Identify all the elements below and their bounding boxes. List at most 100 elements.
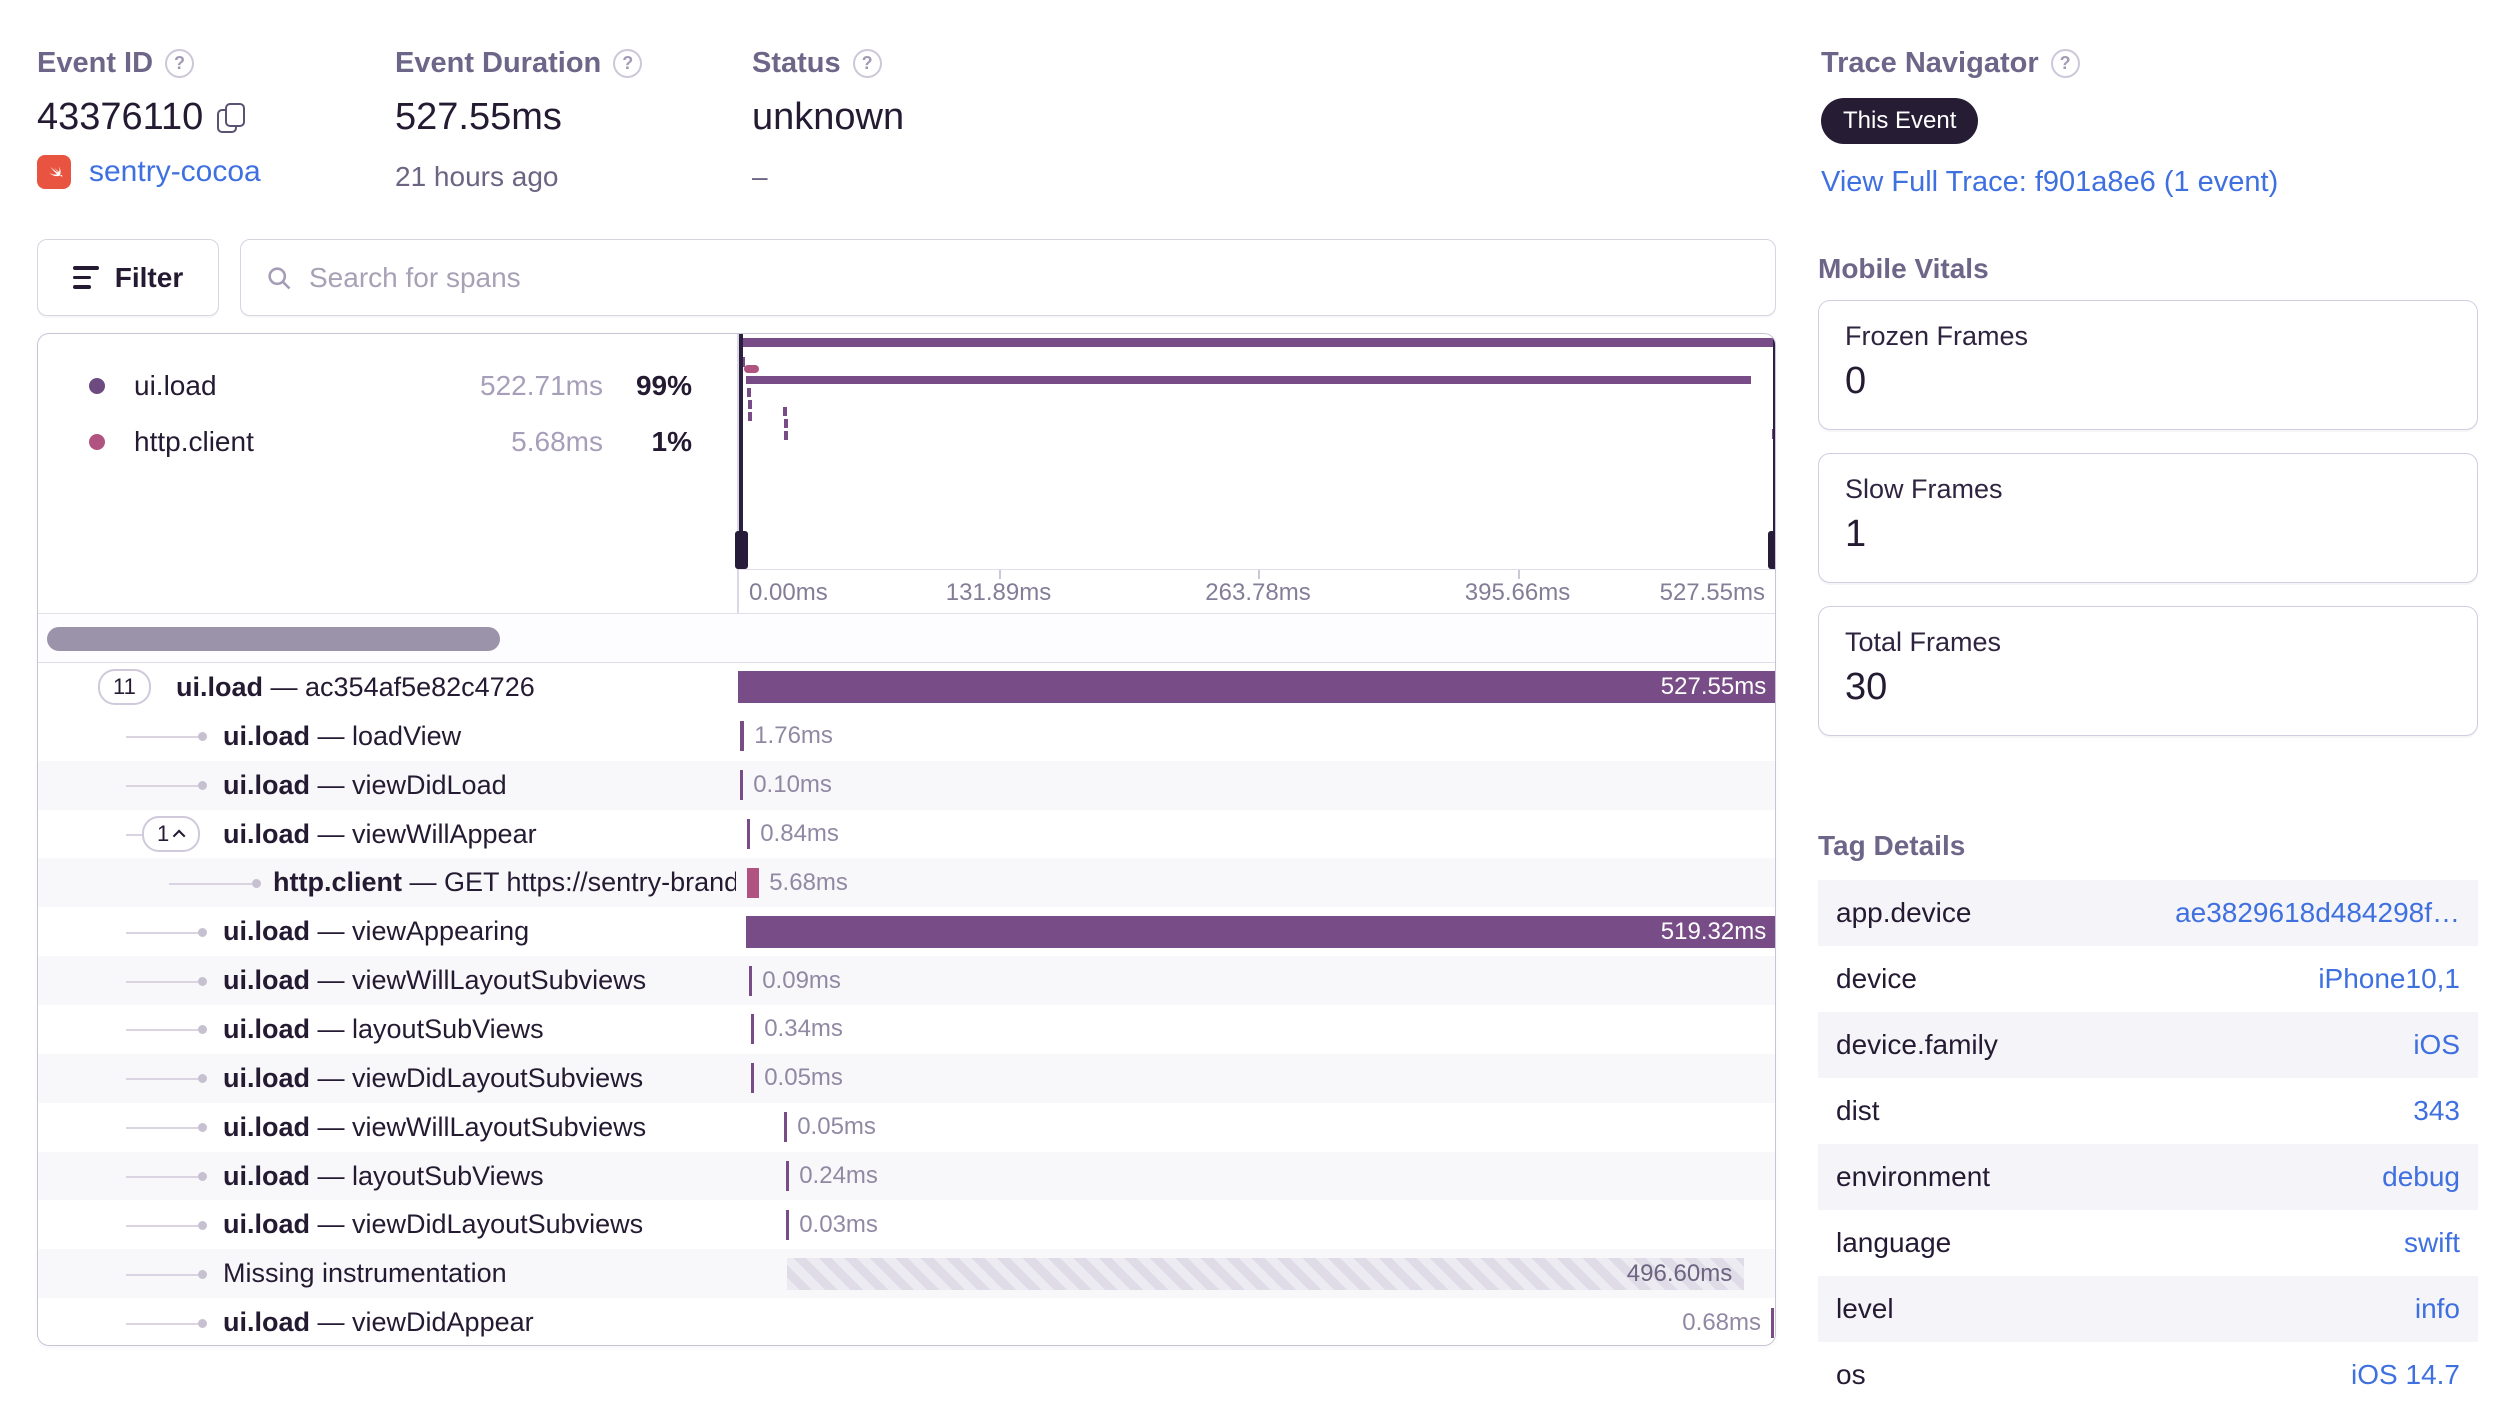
span-row[interactable]: ui.load — viewDidLayoutSubviews 0.05ms — [38, 1053, 1775, 1103]
span-row[interactable]: — Missing instrumentation 496.60ms — [38, 1249, 1775, 1299]
tag-row: environment debug — [1818, 1144, 2478, 1210]
event-id-block: Event ID? 43376110 sentry-cocoa — [37, 47, 261, 189]
trace-navigator-label: Trace Navigator — [1821, 47, 2039, 79]
event-duration-label: Event Duration — [395, 47, 602, 79]
legend-name: ui.load — [134, 370, 217, 401]
minimap-window-left-edge[interactable] — [739, 334, 743, 569]
span-row[interactable]: ui.load — viewAppearing 519.32ms — [38, 907, 1775, 957]
span-row[interactable]: 11 ui.load — ac354af5e82c4726 527.55ms — [38, 663, 1775, 712]
tag-value-link[interactable]: ae3829618d484298f… — [2175, 897, 2460, 928]
span-row[interactable]: ui.load — viewDidLayoutSubviews 0.03ms — [38, 1200, 1775, 1250]
span-search — [240, 239, 1776, 316]
help-icon[interactable]: ? — [165, 49, 195, 78]
span-row[interactable]: ui.load — layoutSubViews 0.24ms — [38, 1151, 1775, 1201]
tag-value-link[interactable]: iOS 14.7 — [2351, 1359, 2460, 1390]
axis-tick-label: 131.89ms — [945, 579, 1052, 606]
tag-value-link[interactable]: info — [2414, 1293, 2460, 1324]
search-input[interactable] — [309, 261, 1751, 294]
help-icon[interactable]: ? — [2050, 49, 2080, 78]
minimap-left-handle[interactable] — [735, 531, 748, 569]
vital-card-total-frames: Total Frames 30 — [1818, 606, 2478, 736]
span-collapse-badge[interactable]: 1 — [142, 816, 201, 852]
tag-row: level info — [1818, 1276, 2478, 1342]
span-bar[interactable] — [749, 965, 753, 996]
span-bar[interactable] — [747, 819, 751, 849]
minimap-right-handle[interactable] — [1768, 531, 1775, 569]
copy-icon[interactable] — [217, 102, 247, 133]
legend-percent: 1% — [651, 426, 692, 457]
span-bar[interactable]: 527.55ms — [738, 671, 1775, 704]
span-bar[interactable] — [740, 770, 744, 801]
legend-percent: 99% — [635, 370, 692, 401]
span-tree: 11 ui.load — ac354af5e82c4726 527.55ms u… — [38, 663, 1775, 1345]
event-id-label: Event ID — [37, 47, 154, 79]
tag-row: device iPhone10,1 — [1818, 946, 2478, 1012]
axis-tick-label: 263.78ms — [1205, 579, 1311, 606]
tag-row: device.family iOS — [1818, 1012, 2478, 1078]
span-bar[interactable] — [786, 1209, 790, 1240]
status-label: Status — [752, 47, 841, 79]
time-axis: 0.00ms 131.89ms 263.78ms 395.66ms 527.55… — [739, 569, 1775, 613]
this-event-badge: This Event — [1821, 98, 1979, 144]
legend-name: http.client — [134, 426, 254, 457]
span-bar[interactable] — [786, 1161, 790, 1192]
axis-tick-label: 0.00ms — [749, 579, 828, 606]
span-row[interactable]: http.client — GET https://sentry-brand.s… — [38, 858, 1775, 908]
swift-icon — [37, 155, 71, 189]
event-age: 21 hours ago — [395, 161, 559, 192]
span-bar[interactable] — [747, 867, 760, 898]
tag-value-link[interactable]: iOS — [2413, 1029, 2460, 1060]
axis-tick-label: 527.55ms — [1659, 579, 1765, 606]
ui-load-dot-icon — [89, 378, 105, 394]
filter-button-label: Filter — [114, 261, 184, 293]
status-sub: – — [752, 161, 768, 192]
event-duration-block: Event Duration? 527.55ms 21 hours ago — [395, 47, 643, 193]
span-bar[interactable] — [784, 1112, 788, 1143]
axis-tick-label: 395.66ms — [1464, 579, 1571, 606]
span-bar[interactable] — [751, 1063, 755, 1094]
missing-instrumentation-bar[interactable]: 496.60ms — [787, 1257, 1745, 1290]
span-row[interactable]: ui.load — viewDidAppear 0.68ms — [38, 1298, 1775, 1345]
span-bar[interactable] — [1771, 1307, 1775, 1338]
span-row[interactable]: ui.load — viewWillLayoutSubviews 0.05ms — [38, 1102, 1775, 1152]
help-icon[interactable]: ? — [613, 49, 643, 78]
minimap-window-right-edge[interactable] — [1773, 334, 1775, 569]
event-id-value: 43376110 — [37, 96, 204, 138]
view-full-trace-link[interactable]: View Full Trace: f901a8e6 (1 event) — [1821, 166, 2279, 198]
tag-value-link[interactable]: 343 — [2413, 1095, 2460, 1126]
span-row[interactable]: ui.load — viewWillLayoutSubviews 0.09ms — [38, 956, 1775, 1006]
status-block: Status? unknown – — [752, 47, 904, 193]
legend-item-ui-load: ui.load 522.71ms 99% — [38, 358, 737, 414]
span-row[interactable]: ui.load — layoutSubViews 0.34ms — [38, 1005, 1775, 1054]
span-bar[interactable]: 519.32ms — [746, 915, 1775, 948]
vital-card-frozen-frames: Frozen Frames 0 — [1818, 300, 2478, 430]
tree-scrollbar-thumb[interactable] — [47, 627, 500, 651]
filter-button[interactable]: Filter — [37, 239, 219, 316]
search-icon — [268, 266, 291, 289]
help-icon[interactable]: ? — [852, 49, 882, 78]
minimap-root-span — [741, 338, 1775, 347]
event-duration-value: 527.55ms — [395, 96, 562, 138]
trace-minimap[interactable] — [735, 334, 1775, 569]
span-row[interactable]: ui.load — loadView 1.76ms — [38, 711, 1775, 761]
span-bar[interactable] — [740, 721, 745, 752]
span-bar[interactable] — [751, 1014, 755, 1045]
filter-icon — [72, 266, 99, 289]
tag-row: language swift — [1818, 1210, 2478, 1276]
tag-value-link[interactable]: iPhone10,1 — [2318, 963, 2460, 994]
mobile-vitals-heading: Mobile Vitals — [1818, 253, 1989, 284]
span-row[interactable]: 1 ui.load — viewWillAppear 0.84ms — [38, 809, 1775, 859]
legend-duration: 5.68ms — [511, 426, 603, 457]
span-row[interactable]: ui.load — viewDidLoad 0.10ms — [38, 760, 1775, 810]
tag-value-link[interactable]: debug — [2382, 1161, 2460, 1192]
vital-card-slow-frames: Slow Frames 1 — [1818, 453, 2478, 583]
trace-waterfall-panel: ui.load 522.71ms 99% http.client 5.68ms … — [37, 333, 1776, 1346]
http-client-dot-icon — [89, 434, 105, 450]
tree-scrollbar-track — [38, 613, 1775, 663]
project-link[interactable]: sentry-cocoa — [89, 155, 261, 188]
tag-row: dist 343 — [1818, 1078, 2478, 1144]
tag-value-link[interactable]: swift — [2404, 1227, 2460, 1258]
minimap-appearing-span — [746, 376, 1751, 384]
minimap-http-span — [744, 365, 759, 373]
span-children-badge[interactable]: 11 — [98, 669, 151, 706]
